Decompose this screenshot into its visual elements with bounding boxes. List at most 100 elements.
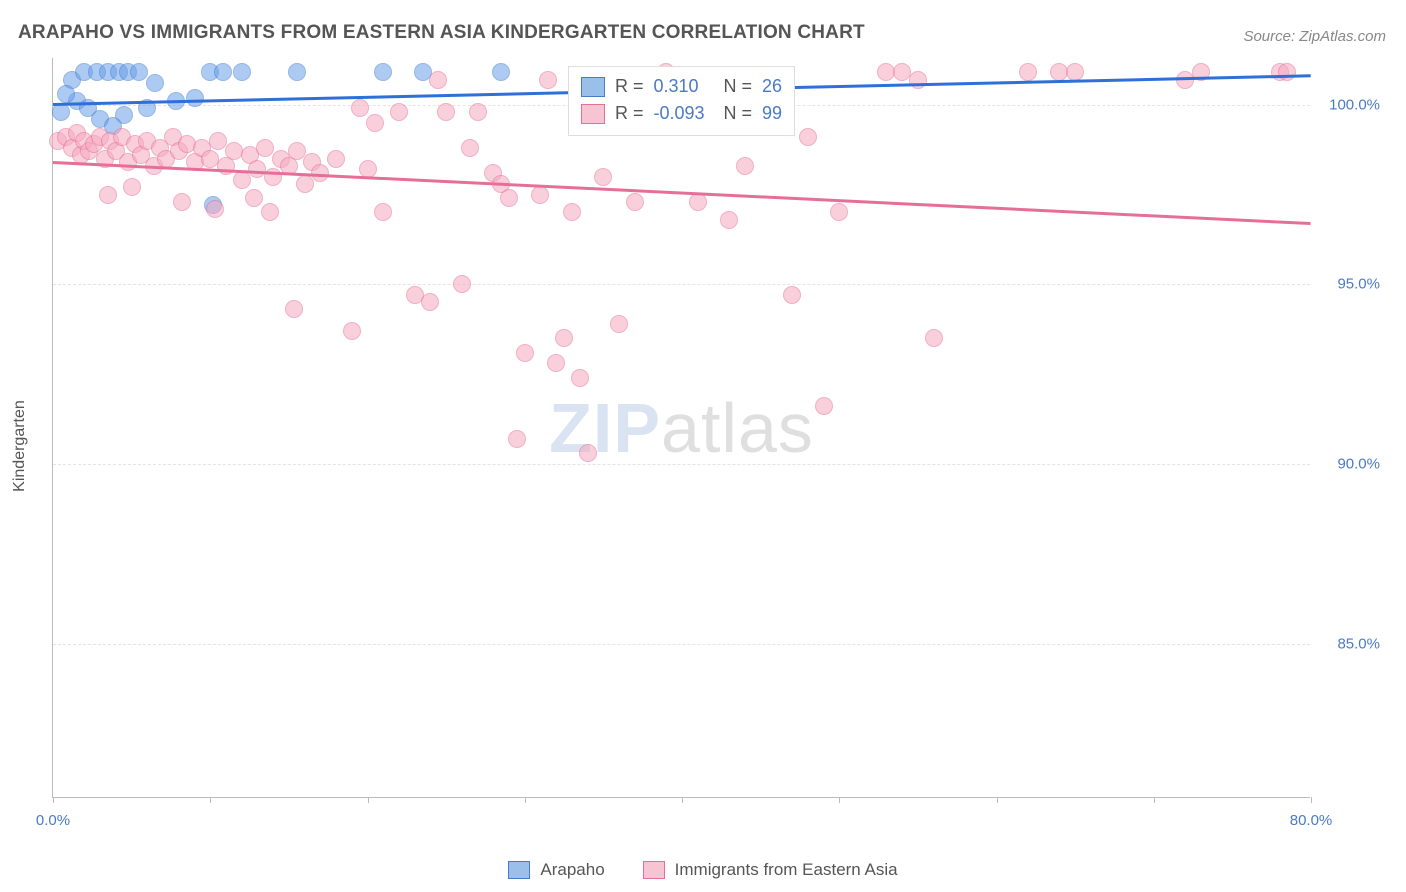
chart-title: ARAPAHO VS IMMIGRANTS FROM EASTERN ASIA … xyxy=(18,22,865,44)
gridline xyxy=(53,644,1310,645)
data-point xyxy=(374,203,392,221)
x-tick-mark xyxy=(682,797,683,803)
data-point xyxy=(925,329,943,347)
data-point xyxy=(469,103,487,121)
data-point xyxy=(264,168,282,186)
data-point xyxy=(261,203,279,221)
data-point xyxy=(531,186,549,204)
data-point xyxy=(296,175,314,193)
data-point xyxy=(256,139,274,157)
data-point xyxy=(555,329,573,347)
y-tick-label: 100.0% xyxy=(1329,96,1380,113)
y-tick-label: 85.0% xyxy=(1337,635,1380,652)
stats-swatch xyxy=(581,77,605,97)
data-point xyxy=(130,63,148,81)
x-tick-mark xyxy=(1154,797,1155,803)
data-point xyxy=(500,189,518,207)
legend-item: Immigrants from Eastern Asia xyxy=(643,860,898,880)
data-point xyxy=(594,168,612,186)
data-point xyxy=(461,139,479,157)
data-point xyxy=(1278,63,1296,81)
data-point xyxy=(492,63,510,81)
source-attribution: Source: ZipAtlas.com xyxy=(1243,28,1386,45)
data-point xyxy=(508,430,526,448)
stats-row: R = -0.093 N = 99 xyxy=(581,100,782,127)
watermark-atlas: atlas xyxy=(661,389,814,467)
data-point xyxy=(453,275,471,293)
data-point xyxy=(343,322,361,340)
data-point xyxy=(57,85,75,103)
data-point xyxy=(547,354,565,372)
x-tick-label: 80.0% xyxy=(1290,812,1333,829)
gridline xyxy=(53,464,1310,465)
legend-item: Arapaho xyxy=(508,860,604,880)
x-tick-mark xyxy=(839,797,840,803)
data-point xyxy=(374,63,392,81)
data-point xyxy=(146,74,164,92)
data-point xyxy=(366,114,384,132)
plot-area: ZIPatlas 85.0%90.0%95.0%100.0%0.0%80.0%R… xyxy=(52,58,1310,798)
y-tick-label: 90.0% xyxy=(1337,455,1380,472)
data-point xyxy=(285,300,303,318)
data-point xyxy=(437,103,455,121)
trend-line xyxy=(53,161,1311,225)
data-point xyxy=(173,193,191,211)
stats-n-label: N = xyxy=(724,73,753,100)
x-tick-mark xyxy=(525,797,526,803)
legend-swatch xyxy=(643,861,665,879)
data-point xyxy=(421,293,439,311)
data-point xyxy=(186,89,204,107)
data-point xyxy=(516,344,534,362)
y-axis-label: Kindergarten xyxy=(11,400,29,492)
legend: Arapaho Immigrants from Eastern Asia xyxy=(0,860,1406,880)
data-point xyxy=(1019,63,1037,81)
gridline xyxy=(53,284,1310,285)
data-point xyxy=(783,286,801,304)
data-point xyxy=(830,203,848,221)
x-tick-mark xyxy=(997,797,998,803)
stats-r-label: R = xyxy=(615,100,644,127)
legend-swatch xyxy=(508,861,530,879)
data-point xyxy=(626,193,644,211)
legend-label: Immigrants from Eastern Asia xyxy=(675,860,898,880)
stats-r-value: -0.093 xyxy=(654,100,714,127)
data-point xyxy=(209,132,227,150)
data-point xyxy=(233,171,251,189)
data-point xyxy=(214,63,232,81)
data-point xyxy=(288,142,306,160)
stats-r-value: 0.310 xyxy=(654,73,714,100)
stats-n-label: N = xyxy=(724,100,753,127)
y-tick-label: 95.0% xyxy=(1337,276,1380,293)
stats-swatch xyxy=(581,104,605,124)
stats-box: R = 0.310 N = 26 R = -0.093 N = 99 xyxy=(568,66,795,136)
data-point xyxy=(390,103,408,121)
data-point xyxy=(610,315,628,333)
stats-n-value: 99 xyxy=(762,100,782,127)
x-tick-mark xyxy=(53,797,54,803)
x-tick-mark xyxy=(368,797,369,803)
x-tick-mark xyxy=(210,797,211,803)
legend-label: Arapaho xyxy=(540,860,604,880)
stats-r-label: R = xyxy=(615,73,644,100)
data-point xyxy=(245,189,263,207)
data-point xyxy=(539,71,557,89)
x-tick-mark xyxy=(1311,797,1312,803)
data-point xyxy=(579,444,597,462)
data-point xyxy=(123,178,141,196)
data-point xyxy=(99,186,117,204)
data-point xyxy=(563,203,581,221)
watermark-zip: ZIP xyxy=(549,389,661,467)
stats-row: R = 0.310 N = 26 xyxy=(581,73,782,100)
data-point xyxy=(571,369,589,387)
data-point xyxy=(288,63,306,81)
data-point xyxy=(799,128,817,146)
data-point xyxy=(720,211,738,229)
data-point xyxy=(815,397,833,415)
data-point xyxy=(351,99,369,117)
data-point xyxy=(429,71,447,89)
data-point xyxy=(233,63,251,81)
data-point xyxy=(206,200,224,218)
stats-n-value: 26 xyxy=(762,73,782,100)
x-tick-label: 0.0% xyxy=(36,812,70,829)
data-point xyxy=(736,157,754,175)
